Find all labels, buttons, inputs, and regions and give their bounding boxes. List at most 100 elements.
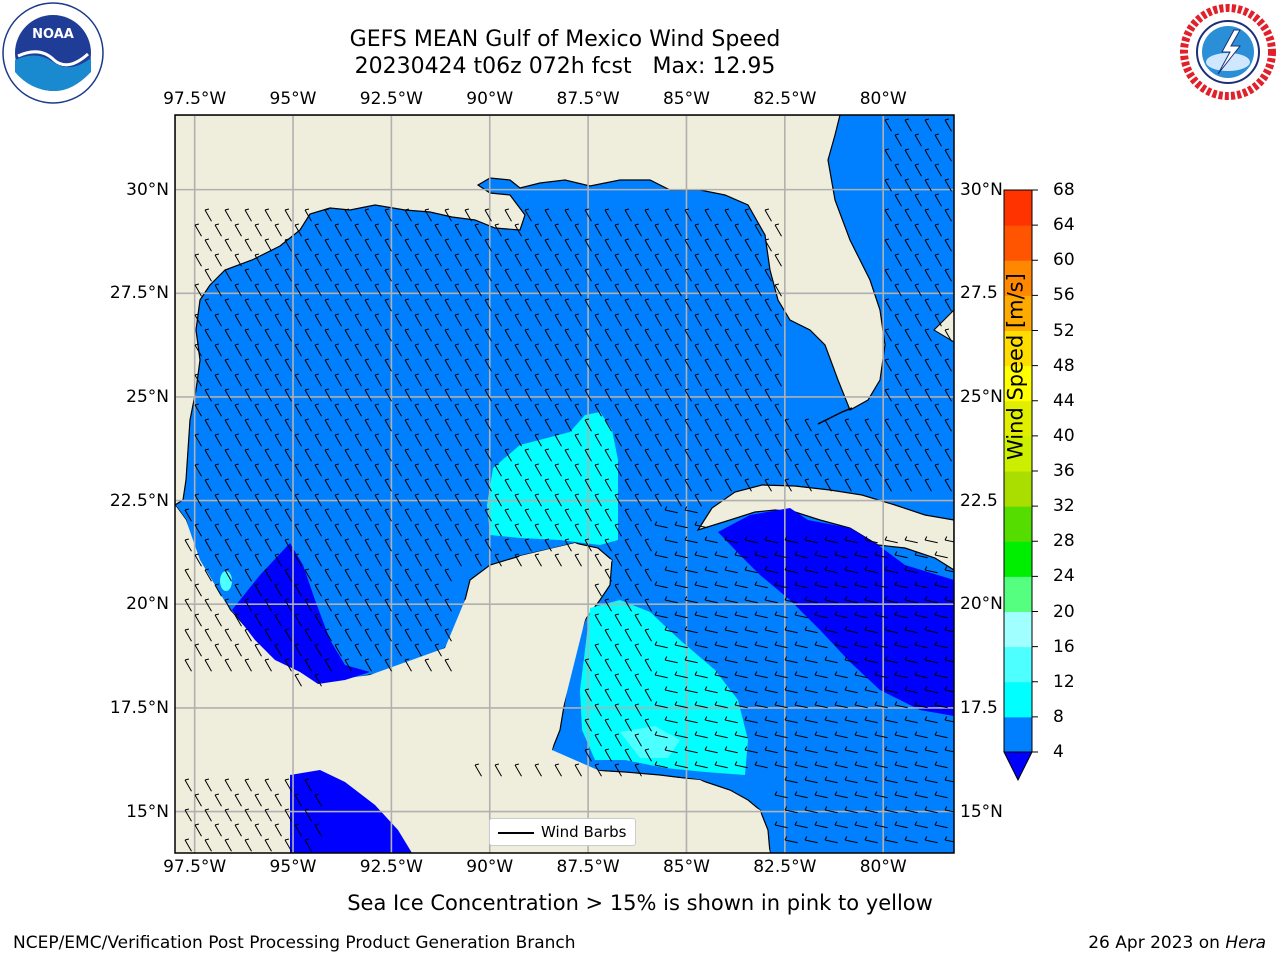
wind-barb [754,403,762,417]
wind-barb [844,716,858,724]
wind-barb [304,418,312,432]
wind-barb [834,791,848,799]
wind-barb [214,793,222,807]
wind-barb [944,238,952,252]
wind-barb [234,643,242,657]
wind-barb [864,806,878,814]
wind-barb [674,493,682,507]
wind-barb [484,538,492,552]
wind-barb [474,343,482,357]
wind-barb [544,388,552,402]
wind-barb [634,433,642,447]
wind-barb [524,478,532,492]
wind-barb [924,208,932,222]
colorbar-segment [1004,506,1032,542]
wind-barb [944,208,952,222]
footer-date: 26 Apr 2023 on Hera [1088,933,1266,953]
wind-barb [764,596,778,604]
wind-barb [894,373,902,387]
wind-barb [274,433,282,447]
wind-barb [284,628,292,642]
wind-barb [654,493,662,507]
wind-barb [274,253,282,267]
wind-barb [594,613,602,627]
wind-barb [364,388,372,402]
wind-barb [554,223,562,237]
wind-barb [894,253,902,267]
wind-barb [764,448,772,462]
wind-barb [674,611,688,619]
wind-barb [955,464,962,476]
wind-barb [684,626,698,634]
wind-barb [294,523,302,537]
wind-barb [674,551,688,559]
wind-barb [724,686,738,694]
wind-barb [924,836,938,844]
wind-barb [714,761,728,769]
wind-barb [364,658,372,672]
wind-barb [614,733,622,747]
wind-barb [714,641,728,649]
wind-barb [354,583,362,597]
wind-barb [774,373,782,387]
wind-barb [494,283,502,297]
wind-barb [955,254,962,266]
colorbar-tick-label: 68 [1053,180,1075,200]
wind-barb [774,283,782,297]
wind-barb [474,253,482,267]
wind-barb [564,208,572,222]
wind-barb [654,521,668,529]
wind-barb [764,626,778,634]
wind-barb [654,701,668,709]
wind-barb [955,344,962,356]
wind-barb [824,596,838,604]
wind-barb [394,523,402,537]
wind-barb [955,552,968,558]
wind-barb [734,223,742,237]
wind-barb [774,701,788,709]
wind-barb [944,656,954,663]
wind-barb [634,733,642,747]
wind-barb [304,598,312,612]
wind-barb [194,643,202,657]
wind-barb [254,643,262,657]
wind-barb [784,746,798,754]
wind-barb [204,628,212,642]
wind-barb [874,581,888,589]
wind-barb [955,582,968,588]
wind-barb [224,208,232,222]
wind-barb [254,613,262,627]
wind-barb [934,641,948,649]
wind-barb [624,718,632,732]
wind-barb [614,613,622,627]
wind-barb [924,148,932,162]
wind-barb [214,283,222,297]
wind-barb [414,433,422,447]
wind-barb [374,553,382,567]
wind-barb [724,208,732,222]
wind-barb [504,358,512,372]
wind-barb [904,388,912,402]
wind-barb [714,253,722,267]
wind-barb [394,643,402,657]
wind-barb [824,776,838,784]
wind-barb [784,626,798,634]
wind-barb [504,328,512,342]
wind-barb [544,358,552,372]
wind-barb [204,328,212,342]
wind-barb [674,403,682,417]
wind-barb [594,253,602,267]
wind-barb [534,523,542,537]
wind-barb [684,686,698,694]
wind-barb [504,538,512,552]
wind-barb [334,343,342,357]
wind-barbs [184,118,968,852]
wind-barb [544,448,552,462]
wind-barb [914,373,922,387]
wind-barb [364,238,372,252]
wind-barb [534,283,542,297]
wind-barb [944,118,952,132]
wind-barb [204,208,212,222]
wind-barb [234,253,242,267]
wind-barb [444,328,452,342]
